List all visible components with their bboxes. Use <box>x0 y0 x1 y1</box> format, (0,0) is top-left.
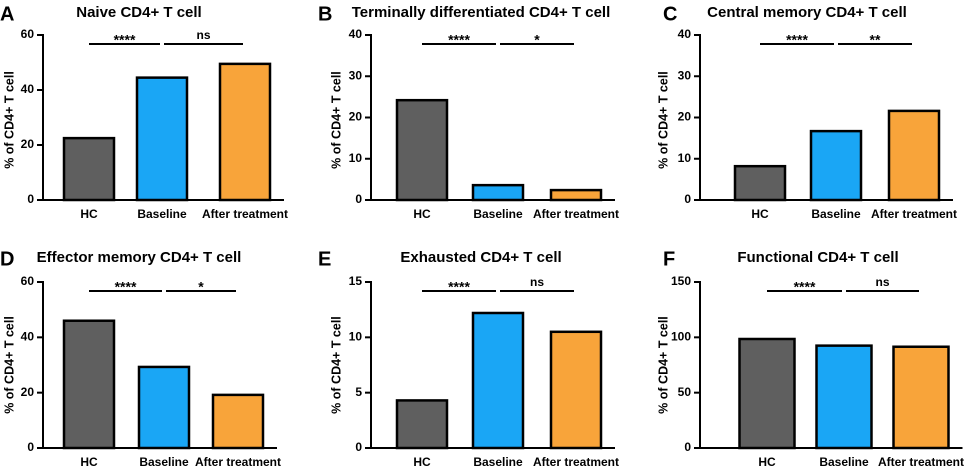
y-tick-label: 20 <box>21 137 35 151</box>
x-tick-label: HC <box>758 455 776 468</box>
y-tick-label: 20 <box>678 110 692 124</box>
y-tick-label: 60 <box>21 27 35 41</box>
bar-hc <box>395 399 449 450</box>
panel-letter: A <box>0 3 14 25</box>
x-tick-label: HC <box>413 455 431 468</box>
chart-title: Effector memory CD4+ T cell <box>37 249 242 266</box>
panel-c: C Central memory CD4+ T cell % of CD4+ T c… <box>656 3 957 221</box>
y-tick-label: 30 <box>678 68 692 82</box>
y-tick-label: 150 <box>671 274 691 288</box>
x-tick-label: After treatment <box>533 207 619 221</box>
x-tick-label: After treatment <box>195 455 281 468</box>
x-tick-label: Baseline <box>137 207 187 221</box>
x-tick-label: After treatment <box>878 455 964 468</box>
bar-after-treatment <box>549 188 603 202</box>
x-tick-label: HC <box>80 455 98 468</box>
bar-hc <box>62 136 116 202</box>
y-axis-label: % of CD4+ T cell <box>329 316 343 414</box>
significance-label: * <box>198 279 204 295</box>
bar-baseline <box>471 183 525 202</box>
significance-label: ns <box>196 28 210 42</box>
panel-a: A Naive CD4+ T cell % of CD4+ T cell 0 20 40 6… <box>0 3 288 221</box>
bar-baseline <box>135 76 189 202</box>
bar-after-treatment <box>218 62 272 202</box>
x-tick-label: HC <box>413 207 431 221</box>
x-tick-label: Baseline <box>819 455 869 468</box>
bar-hc <box>733 164 787 202</box>
panel-letter: F <box>663 248 675 270</box>
y-tick-label: 50 <box>678 385 692 399</box>
y-tick-label: 0 <box>27 440 34 454</box>
y-tick-label: 15 <box>349 274 363 288</box>
panel-letter: B <box>318 3 332 25</box>
y-tick-label: 0 <box>684 440 691 454</box>
y-tick-label: 40 <box>678 27 692 41</box>
x-tick-label: Baseline <box>473 455 523 468</box>
chart-title: Functional CD4+ T cell <box>737 249 898 266</box>
y-axis-label: % of CD4+ T cell <box>656 71 670 169</box>
significance-label: **** <box>448 32 470 48</box>
y-tick-label: 10 <box>678 151 692 165</box>
y-tick-label: 100 <box>671 330 691 344</box>
bar-hc <box>738 337 796 450</box>
y-tick-label: 0 <box>684 192 691 206</box>
y-tick-label: 40 <box>21 330 35 344</box>
bar-baseline <box>815 344 873 450</box>
y-tick-label: 10 <box>349 330 363 344</box>
panel-f: F Functional CD4+ T cell % of CD4+ T cell 0… <box>656 248 964 468</box>
significance-label: ns <box>875 275 889 289</box>
panel-letter: E <box>318 248 331 270</box>
bar-baseline <box>471 311 525 450</box>
x-tick-label: HC <box>751 207 769 221</box>
x-tick-label: HC <box>80 207 98 221</box>
x-tick-label: After treatment <box>871 207 957 221</box>
x-tick-label: Baseline <box>139 455 189 468</box>
bar-after-treatment <box>549 330 603 450</box>
x-tick-label: Baseline <box>473 207 523 221</box>
bar-after-treatment <box>892 345 950 450</box>
chart-title: Exhausted CD4+ T cell <box>400 249 561 266</box>
significance-label: ** <box>870 32 881 48</box>
y-tick-label: 40 <box>21 82 35 96</box>
y-tick-label: 0 <box>27 192 34 206</box>
y-tick-label: 30 <box>349 68 363 82</box>
panel-letter: C <box>663 3 677 25</box>
y-tick-label: 0 <box>355 192 362 206</box>
significance-label: **** <box>448 279 470 295</box>
significance-label: ns <box>530 275 544 289</box>
bar-hc <box>395 98 449 202</box>
y-tick-label: 5 <box>355 385 362 399</box>
x-tick-label: Baseline <box>811 207 861 221</box>
bar-after-treatment <box>211 393 265 450</box>
y-axis-label: % of CD4+ T cell <box>2 316 16 414</box>
chart-title: Naive CD4+ T cell <box>76 4 201 21</box>
y-axis-label: % of CD4+ T cell <box>329 71 343 169</box>
panel-d: D Effector memory CD4+ T cell % of CD4+ T … <box>0 248 281 468</box>
y-axis-label: % of CD4+ T cell <box>656 316 670 414</box>
bar-baseline <box>809 129 863 202</box>
x-tick-label: After treatment <box>202 207 288 221</box>
panel-letter: D <box>0 248 14 270</box>
bar-after-treatment <box>887 109 941 202</box>
chart-title: Terminally differentiated CD4+ T cell <box>352 4 611 21</box>
bar-baseline <box>137 365 191 450</box>
y-axis-label: % of CD4+ T cell <box>2 71 16 169</box>
panel-b: B Terminally differentiated CD4+ T cell % … <box>318 3 619 221</box>
significance-label: **** <box>786 32 808 48</box>
x-tick-label: After treatment <box>533 455 619 468</box>
chart-title: Central memory CD4+ T cell <box>707 4 907 21</box>
y-tick-label: 20 <box>21 385 35 399</box>
y-tick-label: 0 <box>355 440 362 454</box>
y-tick-label: 10 <box>349 151 363 165</box>
y-tick-label: 20 <box>349 110 363 124</box>
y-tick-label: 40 <box>349 27 363 41</box>
panel-e: E Exhausted CD4+ T cell % of CD4+ T cell 0 5… <box>318 248 619 468</box>
significance-label: **** <box>114 32 136 48</box>
significance-label: * <box>534 32 540 48</box>
significance-label: **** <box>794 279 816 295</box>
y-tick-label: 60 <box>21 274 35 288</box>
significance-label: **** <box>115 279 137 295</box>
bar-hc <box>62 319 116 450</box>
